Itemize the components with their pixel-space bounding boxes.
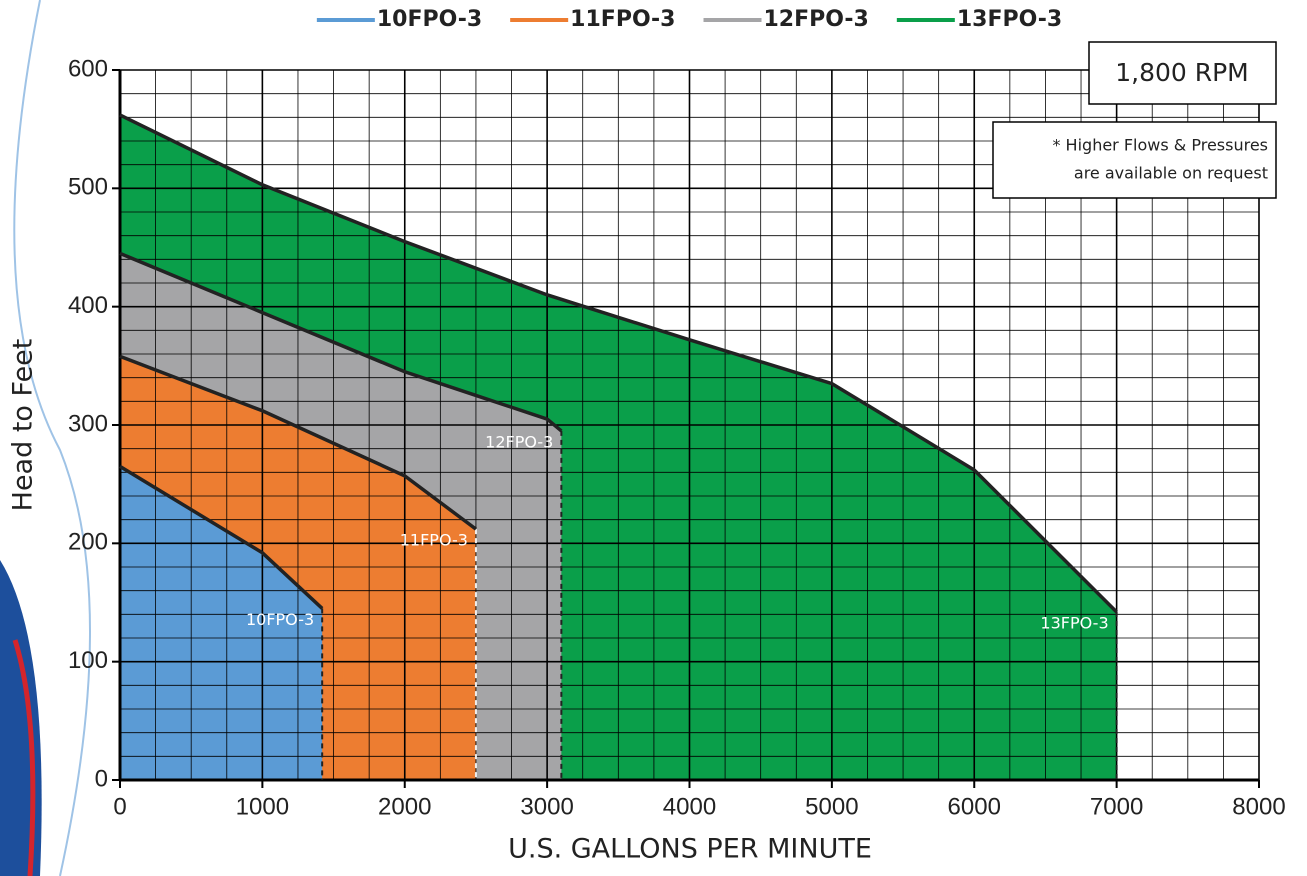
y-axis-title: Head to Feet — [8, 339, 39, 512]
y-tick-label: 500 — [68, 174, 108, 201]
y-tick-label: 0 — [95, 765, 108, 792]
x-tick-label: 7000 — [1090, 793, 1143, 820]
series-label: 10FPO-3 — [246, 610, 314, 629]
y-tick-label: 200 — [68, 529, 108, 556]
legend: 10FPO-3 11FPO-3 12FPO-3 13FPO-3 — [317, 7, 1062, 32]
x-tick-label: 6000 — [948, 793, 1001, 820]
legend-item: 10FPO-3 — [317, 7, 482, 32]
decoration — [0, 560, 42, 876]
x-tick-label: 8000 — [1232, 793, 1285, 820]
legend-label: 12FPO-3 — [764, 7, 869, 32]
x-tick-label: 4000 — [663, 793, 716, 820]
series-label: 11FPO-3 — [400, 531, 468, 550]
chart: U.S. GALLONS PER MINUTE Head to Feet 0 10… — [0, 0, 1307, 876]
y-tick-label: 600 — [68, 55, 108, 82]
y-tick-label: 100 — [68, 647, 108, 674]
legend-item: 11FPO-3 — [510, 7, 675, 32]
note: * Higher Flows & Pressures — [1052, 136, 1268, 155]
x-tick-label: 2000 — [378, 793, 431, 820]
note: are available on request — [1074, 164, 1268, 183]
page: U.S. GALLONS PER MINUTE Head to Feet 0 10… — [0, 0, 1307, 876]
legend-label: 10FPO-3 — [377, 7, 482, 32]
y-tick-label: 300 — [68, 410, 108, 437]
legend-item: 13FPO-3 — [897, 7, 1062, 32]
y-tick-label: 400 — [68, 292, 108, 319]
x-tick-label: 5000 — [805, 793, 858, 820]
x-tick-label: 3000 — [520, 793, 573, 820]
x-axis-title: U.S. GALLONS PER MINUTE — [508, 834, 872, 865]
x-tick-label: 0 — [113, 793, 126, 820]
legend-label: 11FPO-3 — [570, 7, 675, 32]
note-box — [993, 122, 1276, 198]
legend-item: 12FPO-3 — [704, 7, 869, 32]
series-label: 12FPO-3 — [485, 432, 553, 451]
annotation: 1,800 RPM — [1115, 58, 1249, 87]
series-label: 13FPO-3 — [1040, 613, 1108, 632]
legend-label: 13FPO-3 — [957, 7, 1062, 32]
x-tick-label: 1000 — [236, 793, 289, 820]
